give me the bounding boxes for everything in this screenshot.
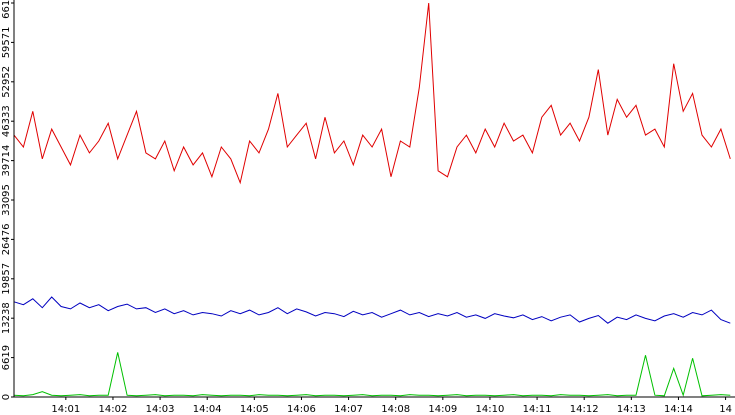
y-tick-label: 26476 xyxy=(1,223,12,255)
x-tick-label: 14 xyxy=(719,404,732,415)
x-tick-label: 14:06 xyxy=(287,404,316,415)
y-tick-label: 52952 xyxy=(1,66,12,98)
y-tick-label: 33095 xyxy=(1,184,12,216)
x-tick-label: 14:14 xyxy=(664,404,693,415)
x-tick-label: 14:04 xyxy=(193,404,222,415)
x-tick-label: 14:03 xyxy=(146,404,175,415)
y-tick-label: 0 xyxy=(1,394,12,400)
y-tick-label: 66191 xyxy=(1,0,12,19)
x-tick-label: 14:09 xyxy=(428,404,457,415)
x-tick-label: 14:02 xyxy=(99,404,128,415)
series-line xyxy=(13,2,731,185)
x-tick-label: 14:08 xyxy=(381,404,410,415)
y-tick-label: 13238 xyxy=(1,302,12,334)
y-tick-label: 39714 xyxy=(1,145,12,177)
y-tick-label: 19857 xyxy=(1,263,12,295)
x-tick-label: 14:13 xyxy=(617,404,646,415)
x-tick-label: 14:10 xyxy=(476,404,505,415)
series-line xyxy=(13,352,731,397)
series-line xyxy=(13,296,731,324)
x-tick-label: 14:01 xyxy=(51,404,80,415)
y-tick-label: 46333 xyxy=(1,105,12,137)
y-tick-label: 6619 xyxy=(1,345,12,370)
x-tick-label: 14:07 xyxy=(334,404,363,415)
x-tick-label: 14:12 xyxy=(570,404,599,415)
x-tick-label: 14:05 xyxy=(240,404,269,415)
x-tick-label: 14:11 xyxy=(523,404,552,415)
y-tick-label: 59571 xyxy=(1,26,12,58)
